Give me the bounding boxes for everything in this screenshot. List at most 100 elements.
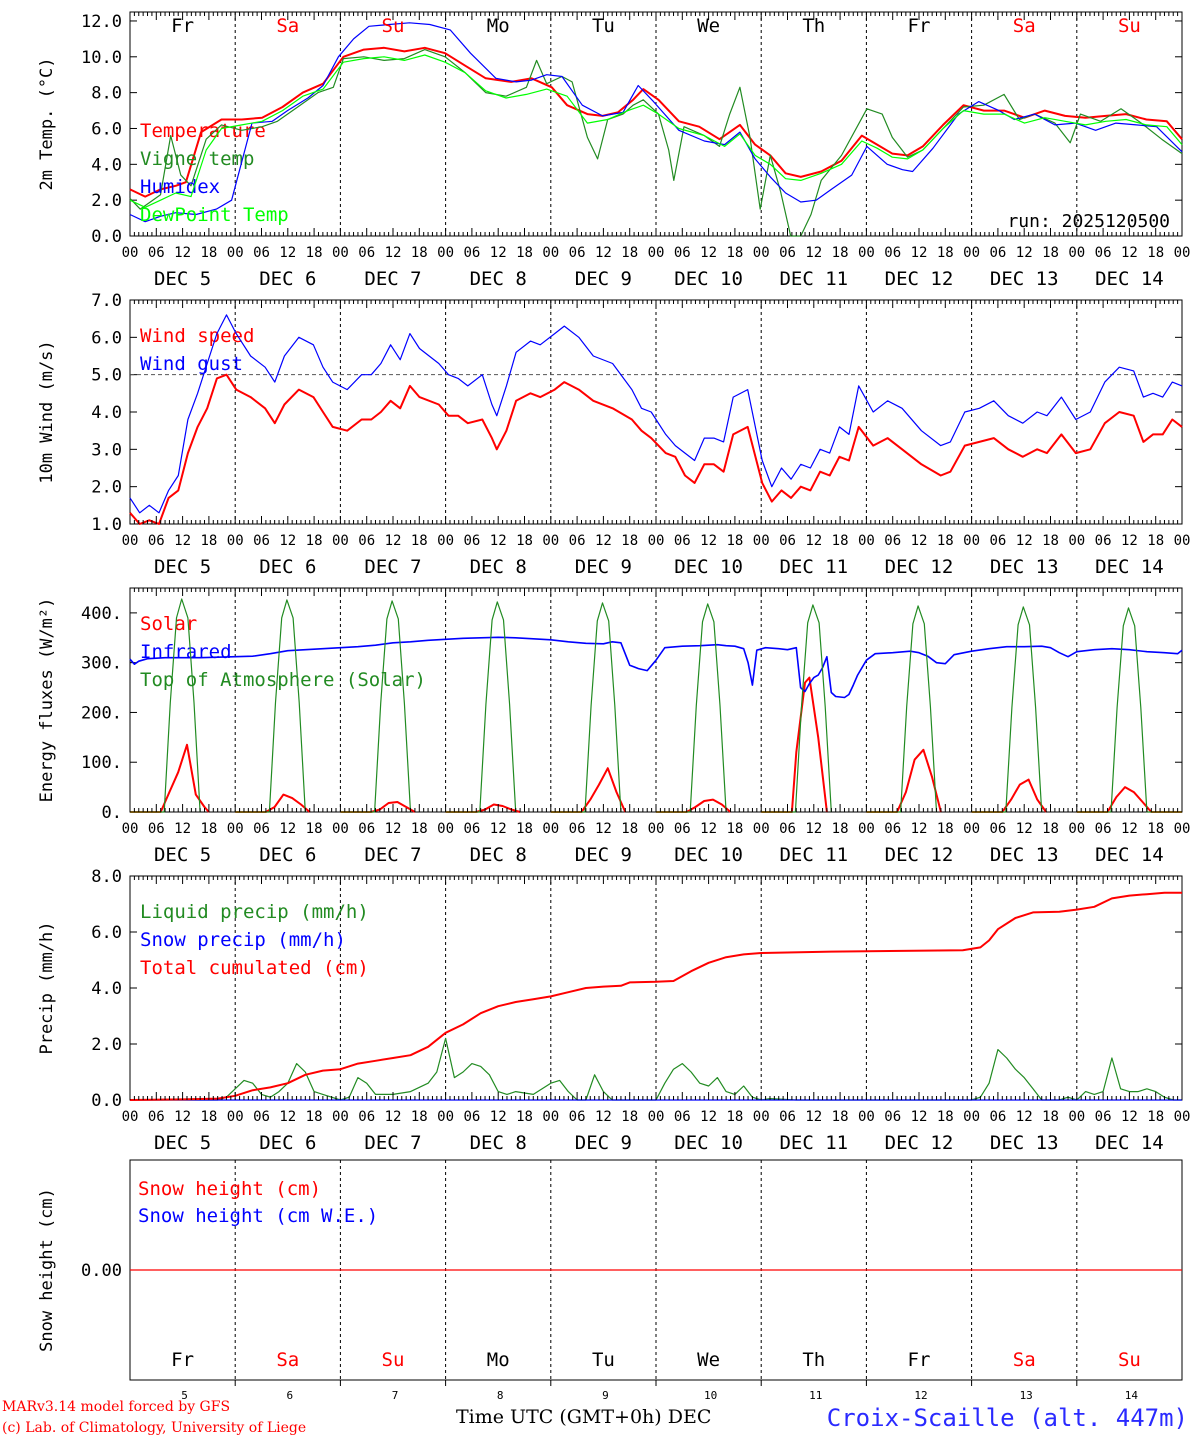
day-label: DEC 11: [779, 556, 848, 578]
hour-label: 00: [753, 533, 770, 549]
series-solar: [130, 743, 210, 813]
y-axis-label: 2m Temp. (°C): [37, 57, 57, 190]
hour-label: 06: [463, 245, 480, 261]
hour-label: 06: [253, 533, 270, 549]
hour-label: 00: [1068, 245, 1085, 261]
hour-label: 00: [122, 821, 139, 837]
day-label: DEC 12: [885, 1132, 954, 1154]
hour-label: 18: [1042, 821, 1059, 837]
hour-label: 00: [1068, 821, 1085, 837]
hour-label: 00: [542, 1109, 559, 1125]
hour-label: 12: [700, 821, 717, 837]
hour-label: 00: [648, 533, 665, 549]
hour-label: 18: [832, 533, 849, 549]
hour-label: 00: [963, 821, 980, 837]
hour-label: 06: [1095, 533, 1112, 549]
series-infrared: [129, 636, 1183, 699]
weekday-label: Fr: [171, 1349, 194, 1371]
day-label: DEC 7: [364, 1132, 421, 1154]
hour-label: 00: [858, 821, 875, 837]
hour-label: 06: [1095, 245, 1112, 261]
series-top-of-atmosphere-solar-: [130, 598, 201, 813]
y-tick-label: 8.0: [91, 867, 122, 887]
hour-label: 00: [858, 533, 875, 549]
hour-label: 00: [122, 533, 139, 549]
day-label: DEC 6: [259, 844, 316, 866]
day-label: DEC 5: [154, 556, 211, 578]
hour-label: 12: [700, 533, 717, 549]
hour-label: 12: [1016, 533, 1033, 549]
series-total-cumulated-cm-: [129, 891, 1182, 1101]
weekday-label: Sa: [1013, 15, 1036, 37]
panel-frame-wind: [129, 299, 1183, 525]
hour-label: 06: [463, 1109, 480, 1125]
panel-frame-temperature: [129, 11, 1183, 237]
y-tick-label: 100.: [81, 753, 122, 773]
day-label: DEC 11: [779, 844, 848, 866]
y-tick-label: 10.0: [81, 48, 122, 68]
hour-label: 06: [148, 821, 165, 837]
hour-label: 12: [1016, 245, 1033, 261]
day-label: DEC 11: [779, 268, 848, 290]
legend-item: Snow height (cm W.E.): [138, 1205, 378, 1227]
weekday-label: Tu: [592, 15, 615, 37]
day-label: DEC 13: [990, 844, 1059, 866]
hour-label: 12: [174, 821, 191, 837]
day-label: DEC 9: [575, 268, 632, 290]
series-solar: [656, 798, 732, 813]
hour-label: 18: [411, 821, 428, 837]
hour-label: 12: [174, 245, 191, 261]
hour-label: 18: [937, 1109, 954, 1125]
hour-label: 12: [595, 245, 612, 261]
y-tick-label: 6.0: [91, 119, 122, 139]
hour-label: 18: [726, 821, 743, 837]
credit-lab: (c) Lab. of Climatology, University of L…: [2, 1420, 307, 1436]
hour-label: 12: [911, 821, 928, 837]
y-tick-label: 2.0: [91, 1035, 122, 1055]
hour-label: 06: [148, 533, 165, 549]
hour-label: 18: [1042, 1109, 1059, 1125]
hour-label: 18: [200, 245, 217, 261]
y-tick-label: 8.0: [91, 84, 122, 104]
weekday-label: Sa: [1013, 1349, 1036, 1371]
hour-label: 00: [227, 821, 244, 837]
hour-label: 00: [332, 533, 349, 549]
hour-label: 12: [700, 1109, 717, 1125]
y-tick-label: 3.0: [91, 440, 122, 460]
hour-label: 18: [726, 533, 743, 549]
hour-label: 06: [779, 245, 796, 261]
hour-label: 18: [832, 245, 849, 261]
hour-label: 00: [227, 533, 244, 549]
hour-label: 12: [1121, 1109, 1138, 1125]
legend-item: Total cumulated (cm): [140, 957, 369, 979]
series-wind-gust: [129, 314, 1183, 514]
day-label: DEC 12: [885, 556, 954, 578]
day-label: DEC 9: [575, 556, 632, 578]
hour-label: 18: [832, 1109, 849, 1125]
hour-label: 12: [279, 1109, 296, 1125]
series-solar: [340, 801, 416, 813]
series-humidex: [129, 22, 1183, 223]
hour-label: 12: [805, 1109, 822, 1125]
legend-item: Solar: [140, 613, 197, 635]
day-label: DEC 6: [259, 1132, 316, 1154]
hour-label: 18: [726, 245, 743, 261]
hour-label: 18: [726, 1109, 743, 1125]
hour-label: 12: [1121, 821, 1138, 837]
hour-label: 12: [805, 245, 822, 261]
y-tick-label: 6.0: [91, 923, 122, 943]
hour-label: 18: [516, 1109, 533, 1125]
day-label: DEC 11: [779, 1132, 848, 1154]
hour-label: 12: [805, 533, 822, 549]
hour-label: 00: [1174, 533, 1191, 549]
legend-item: Wind speed: [140, 325, 254, 347]
hour-label: 12: [1121, 533, 1138, 549]
hour-label: 18: [1147, 533, 1164, 549]
day-number: 11: [809, 1389, 822, 1402]
hour-label: 18: [516, 821, 533, 837]
legend-item: Vigne temp: [140, 148, 254, 170]
weekday-label: Fr: [908, 1349, 931, 1371]
day-label: DEC 8: [470, 268, 527, 290]
hour-label: 18: [411, 245, 428, 261]
hour-label: 18: [200, 821, 217, 837]
